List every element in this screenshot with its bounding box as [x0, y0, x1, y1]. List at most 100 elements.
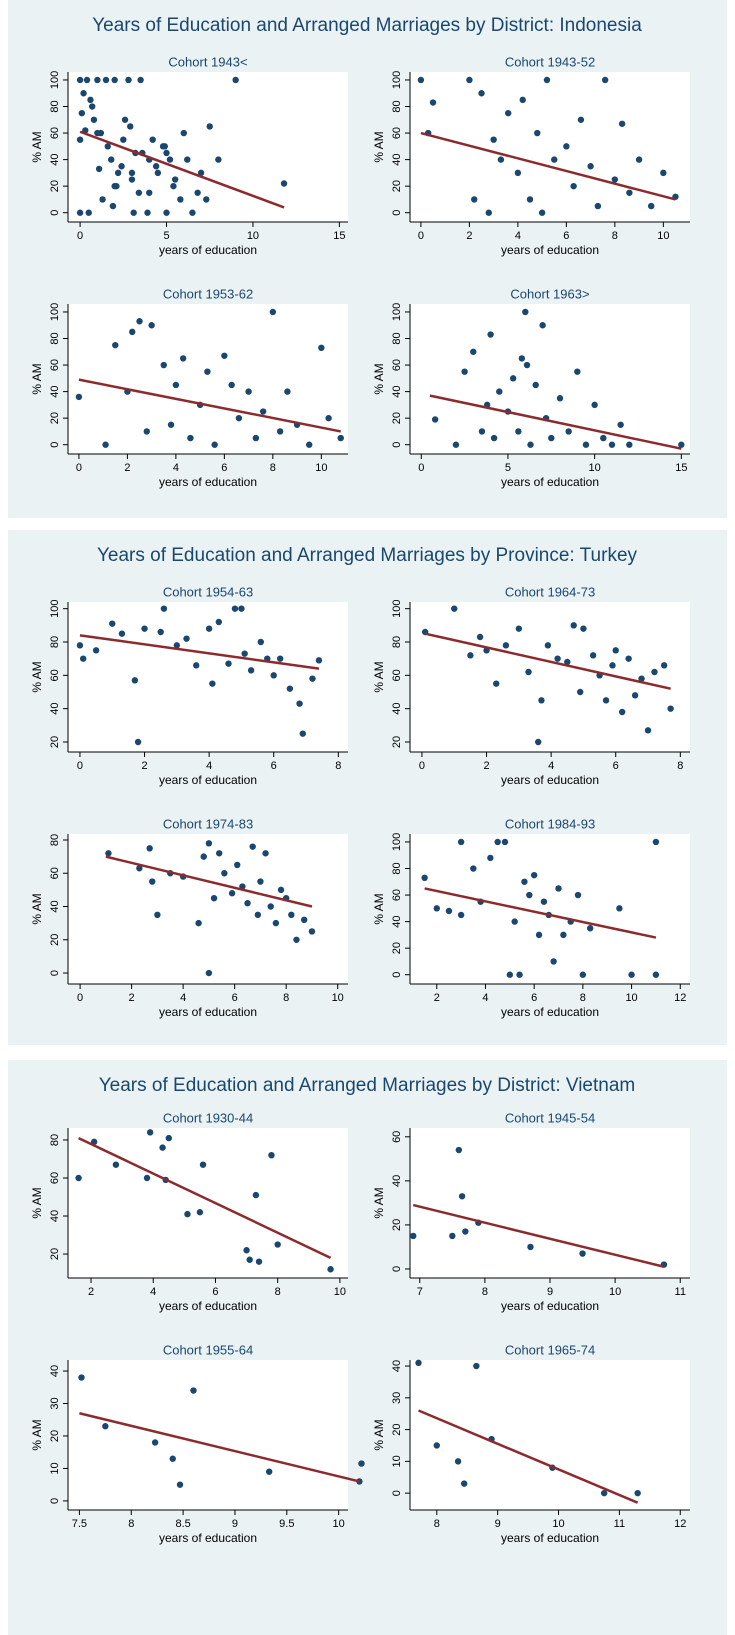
point [172, 381, 180, 389]
x-tick-label: 9 [232, 1518, 238, 1530]
y-tick-label: 10 [391, 1455, 403, 1467]
point [494, 838, 501, 846]
y-tick-label: 40 [391, 1360, 403, 1372]
point [94, 129, 101, 137]
x-tick-label: 0 [76, 462, 82, 474]
point [284, 388, 291, 395]
y-tick-label: 60 [391, 889, 403, 901]
point [267, 903, 274, 910]
point [458, 1193, 466, 1200]
point [215, 156, 222, 163]
x-tick-label: 10 [315, 462, 327, 474]
point [146, 845, 153, 852]
x-tick-label: 8 [335, 760, 341, 772]
chart: Cohort 1945-54 0 20 40 60 7 8 9 10 11 years of edu… [372, 1110, 690, 1313]
plot-area [68, 1360, 348, 1510]
point [454, 1458, 462, 1465]
plot-area [68, 304, 348, 454]
point [431, 416, 439, 423]
point [582, 441, 590, 448]
y-tick-label: 20 [49, 736, 61, 748]
chart: Cohort 1930-44 20 40 60 80 2 4 6 8 10 years of edu… [30, 1110, 348, 1313]
point [146, 189, 153, 196]
point [102, 441, 109, 448]
point [337, 434, 344, 442]
x-axis-label: years of education [501, 1005, 599, 1019]
point [466, 76, 473, 84]
x-axis-label: years of education [501, 1299, 599, 1313]
point [538, 209, 546, 216]
y-tick-label: 40 [49, 153, 61, 165]
point [265, 1468, 273, 1475]
point [159, 1144, 166, 1151]
point [299, 730, 306, 737]
point [146, 1129, 154, 1136]
point [228, 890, 236, 897]
point [526, 891, 533, 899]
point [626, 189, 633, 196]
point [457, 911, 465, 919]
y-tick-label: 20 [391, 412, 403, 424]
point [78, 109, 86, 117]
plot-area [68, 1128, 348, 1278]
chart: Cohort 1953-62 0 20 40 60 80 100 0 2 4 6 8 10 years o… [30, 286, 348, 489]
point [184, 156, 191, 163]
point [231, 605, 239, 612]
point [235, 414, 243, 422]
point [417, 76, 425, 84]
point [241, 650, 248, 657]
point [628, 971, 635, 978]
y-tick-label: 20 [49, 180, 61, 192]
fit-line [424, 887, 657, 939]
point [134, 738, 142, 746]
x-tick-label: 2 [124, 462, 130, 474]
x-axis-label: years of education [501, 773, 599, 787]
x-tick-label: 4 [482, 992, 488, 1004]
point [535, 738, 542, 746]
y-tick-label: 40 [49, 703, 61, 715]
point [522, 308, 529, 316]
x-tick-label: 2 [466, 230, 472, 242]
point [128, 169, 136, 177]
point [534, 129, 541, 137]
y-axis-label: % AM [372, 363, 386, 394]
point [118, 630, 126, 637]
x-tick-label: 0 [418, 462, 424, 474]
x-tick-label: 9 [495, 1518, 501, 1530]
point [551, 156, 558, 163]
point [455, 1146, 463, 1154]
point [445, 907, 453, 915]
point [269, 308, 277, 316]
point [244, 899, 251, 907]
x-tick-label: 2 [434, 992, 440, 1004]
x-tick-label: 0 [419, 760, 425, 772]
point [644, 727, 652, 734]
x-tick-label: 2 [129, 992, 135, 1004]
point [634, 1489, 641, 1497]
point [525, 668, 532, 676]
point [105, 850, 112, 857]
point [638, 675, 645, 682]
x-tick-label: 2 [483, 760, 489, 772]
chart-title: Cohort 1964-73 [505, 584, 595, 599]
fit-line [412, 1203, 665, 1268]
chart: Cohort 1955-64 0 10 20 30 40 7.5 8 8.5 9 9.5 10 year… [30, 1342, 365, 1545]
point [149, 878, 156, 885]
point [648, 202, 655, 210]
point [141, 625, 148, 632]
point [205, 840, 213, 847]
point [576, 688, 584, 696]
point [148, 322, 155, 329]
point [506, 971, 514, 978]
x-tick-label: 12 [674, 1518, 686, 1530]
point [252, 434, 260, 442]
plot-area [410, 304, 690, 454]
y-axis-label: % AM [372, 131, 386, 162]
y-tick-label: 40 [391, 703, 403, 715]
point [580, 625, 587, 632]
point [171, 176, 179, 183]
point [152, 163, 160, 170]
point [616, 905, 623, 912]
point [92, 647, 100, 654]
point [189, 209, 196, 216]
